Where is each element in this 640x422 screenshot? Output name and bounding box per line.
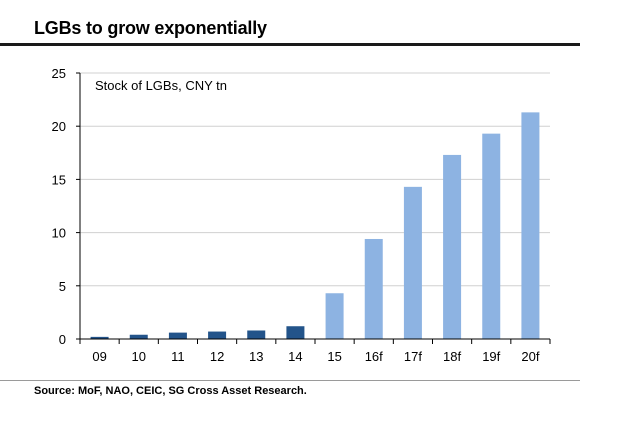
x-tick-label: 17f (404, 349, 422, 364)
x-tick-label: 14 (288, 349, 302, 364)
x-tick-label: 13 (249, 349, 263, 364)
x-tick-label: 12 (210, 349, 224, 364)
bar-20f (521, 112, 540, 339)
x-tick-label: 16f (365, 349, 383, 364)
chart-annotation: Stock of LGBs, CNY tn (95, 78, 227, 93)
y-tick-label: 0 (59, 332, 66, 347)
bar-13 (247, 330, 266, 339)
title-divider (0, 43, 580, 46)
footer-divider (0, 380, 580, 381)
x-tick-label: 10 (132, 349, 146, 364)
y-tick-label: 5 (59, 279, 66, 294)
y-tick-label: 10 (52, 226, 66, 241)
y-tick-label: 15 (52, 172, 66, 187)
bar-17f (403, 186, 422, 339)
x-tick-label: 18f (443, 349, 461, 364)
bar-15 (325, 293, 344, 339)
x-tick-label: 11 (171, 349, 185, 364)
bar-16f (364, 238, 383, 339)
x-tick-label: 09 (92, 349, 106, 364)
bar-11 (168, 332, 187, 339)
chart-title: LGBs to grow exponentially (34, 18, 267, 38)
bar-09 (90, 336, 109, 339)
x-tick-label: 19f (482, 349, 500, 364)
bar-14 (286, 326, 305, 339)
bar-19f (482, 133, 501, 339)
tick-labels: 0 5 10 15 20 25 09 10 11 12 13 14 15 16f 17f 18f 19f 20f (52, 66, 540, 364)
source-note: Source: MoF, NAO, CEIC, SG Cross Asset R… (34, 385, 307, 397)
bars (90, 112, 540, 339)
x-tick-label: 15 (327, 349, 341, 364)
x-tick-label: 20f (521, 349, 539, 364)
bar-18f (443, 154, 462, 339)
y-tick-label: 20 (52, 119, 66, 134)
axes (76, 72, 551, 344)
gridlines (80, 72, 550, 287)
bar-12 (208, 331, 227, 339)
y-tick-label: 25 (52, 66, 66, 81)
bar-10 (129, 334, 148, 339)
